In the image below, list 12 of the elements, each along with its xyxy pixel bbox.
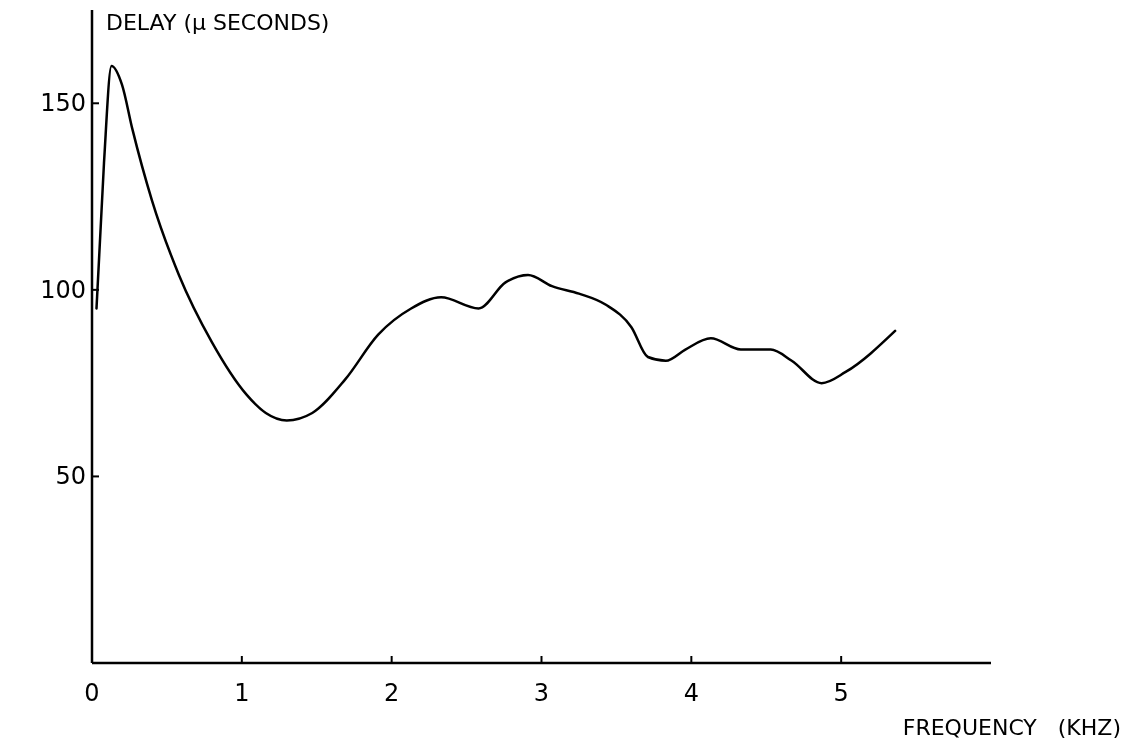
x-tick-label: 2 (384, 679, 400, 707)
x-tick-label: 1 (234, 679, 250, 707)
y-tick-label: 100 (40, 275, 86, 304)
line-series (95, 64, 897, 422)
x-tick-label: 4 (683, 679, 699, 707)
x-tick-label: 5 (833, 679, 849, 707)
x-axis-title: FREQUENCY (KHZ) (902, 715, 1121, 740)
y-axis-title: DELAY (μ SECONDS) (106, 10, 330, 35)
x-tick-label: 3 (533, 679, 550, 707)
x-tick-label: 0 (84, 679, 100, 707)
y-tick-label: 50 (55, 462, 86, 491)
y-tick-label: 150 (40, 89, 86, 118)
